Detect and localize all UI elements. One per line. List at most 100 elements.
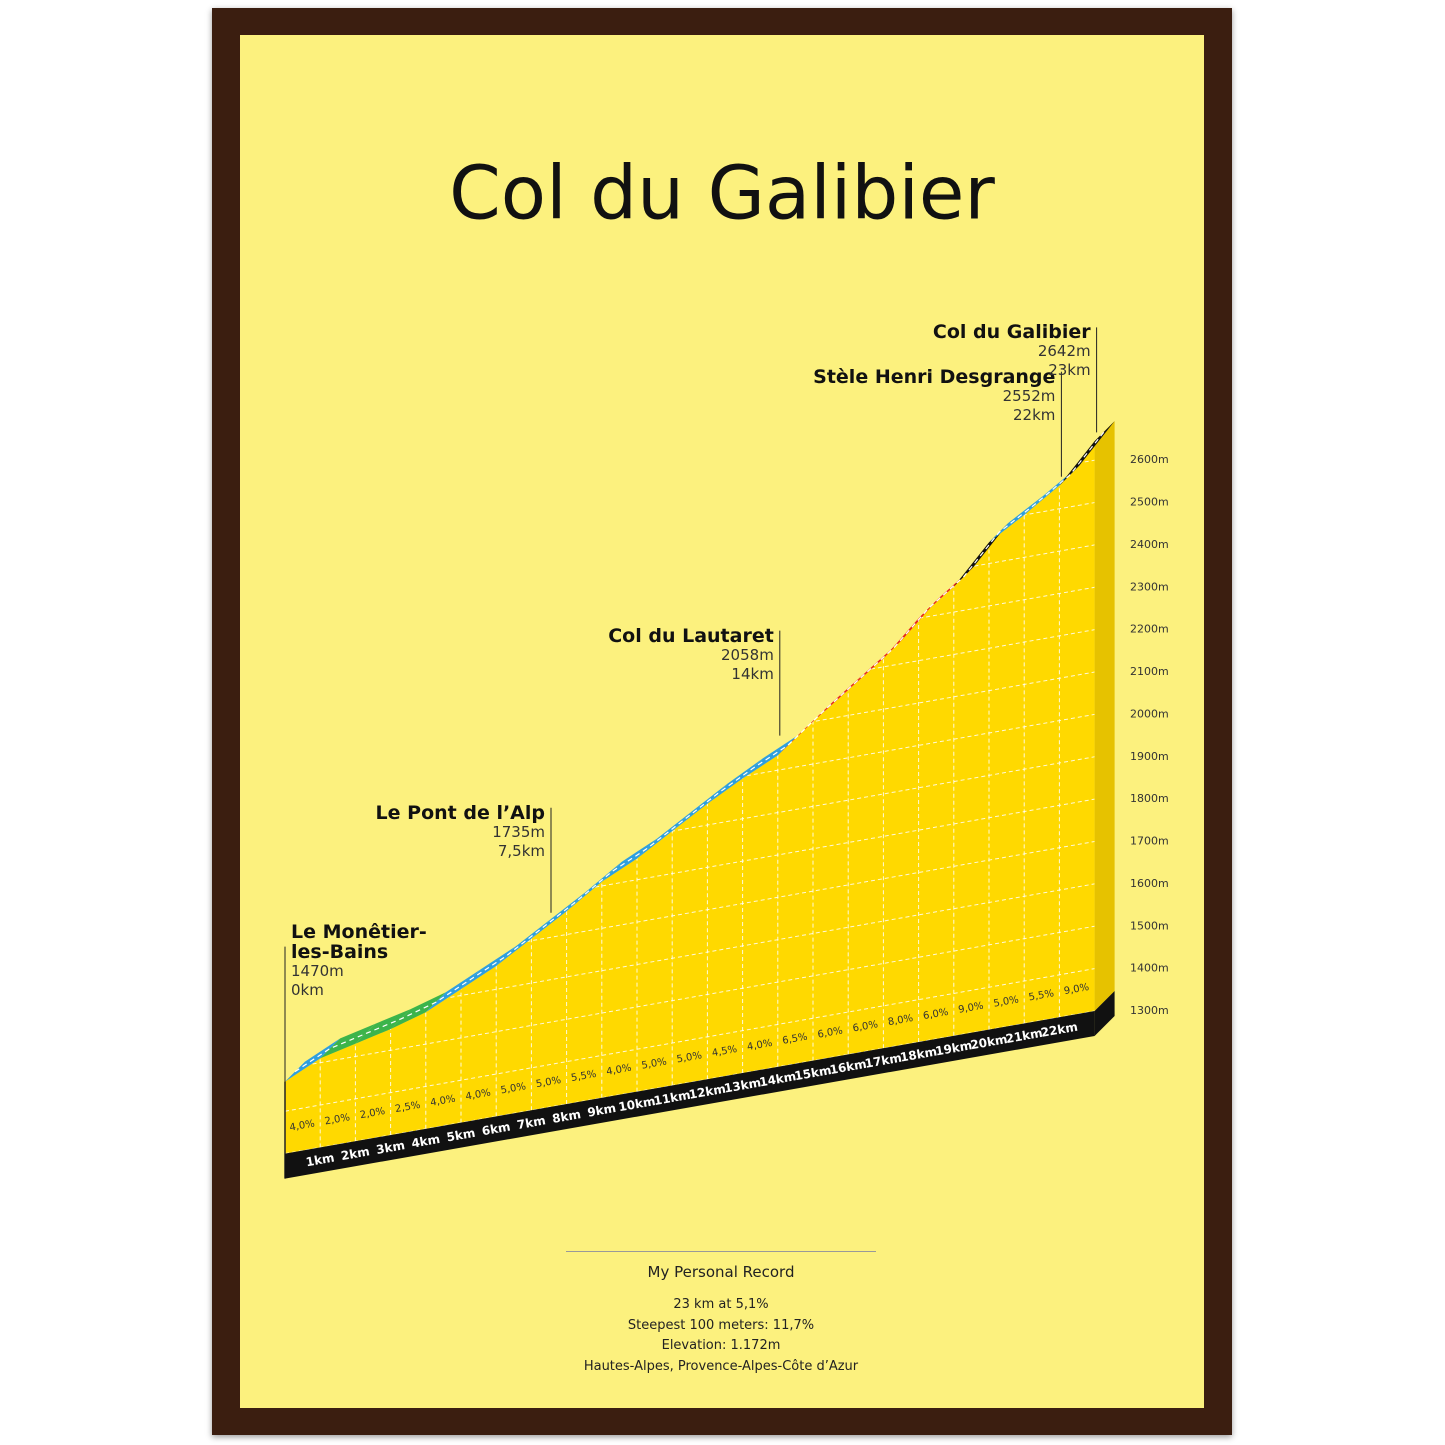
segment-face: [496, 938, 532, 1117]
annotation: Stèle Henri Desgrange 2552m 22km: [813, 367, 1055, 425]
gradient-label: 5,0%: [676, 1050, 703, 1065]
x-tick-label: 15km: [793, 1063, 832, 1083]
annotation-elevation: 2552m: [1002, 386, 1056, 405]
annotation-km: 23km: [1048, 361, 1091, 380]
x-tick-label: 3km: [375, 1138, 406, 1157]
base-top: [1094, 991, 1115, 1036]
segment-band: [989, 494, 1045, 543]
annotation-name: Le Pont de l’Alp: [375, 801, 545, 824]
x-tick-label: 4km: [410, 1132, 441, 1151]
x-tick-label: 6km: [481, 1120, 512, 1139]
y-tick-label: 2000m: [1130, 707, 1169, 720]
annotation: Col du Lautaret 2058m 14km: [608, 626, 774, 684]
center-line: [294, 430, 1106, 1073]
x-tick-label: 22km: [1040, 1020, 1079, 1040]
base-strip: [285, 1011, 1095, 1179]
segment-face: [601, 858, 637, 1098]
segment-band: [742, 735, 798, 779]
x-tick-label: 11km: [653, 1088, 692, 1108]
y-tick-label: 1400m: [1130, 962, 1169, 975]
x-tick-label: 14km: [758, 1069, 797, 1089]
segment-face: [953, 542, 989, 1036]
annotation-name: Col du Lautaret: [608, 624, 774, 647]
annotation-km: 22km: [1013, 405, 1056, 424]
x-tick-label: 8km: [551, 1107, 582, 1126]
segment-face: [320, 1043, 356, 1148]
gradient-label: 6,5%: [782, 1032, 809, 1047]
footer-line: 23 km at 5,1%: [673, 1297, 769, 1312]
footer-heading: My Personal Record: [647, 1263, 795, 1281]
annotation-elevation: 2058m: [721, 645, 774, 664]
y-tick-label: 1500m: [1130, 919, 1169, 932]
annotation-name: Le Monêtier-les-Bains: [291, 920, 427, 963]
segment-face: [672, 803, 708, 1086]
segment-band: [320, 1023, 376, 1059]
annotation: Le Monêtier-les-Bains 1470m 0km: [291, 922, 431, 1000]
segment-face: [461, 965, 497, 1123]
segment-face: [1024, 485, 1060, 1024]
x-tick-label: 18km: [899, 1044, 938, 1064]
segment-band: [672, 783, 728, 832]
y-tick-label: 1900m: [1130, 750, 1169, 763]
gradient-label: 5,5%: [1028, 988, 1055, 1003]
gradient-label: 4,0%: [430, 1094, 457, 1109]
x-tick-label: 10km: [617, 1094, 656, 1114]
y-tick-label: 1700m: [1130, 835, 1169, 848]
segment-face: [355, 1029, 391, 1142]
annotation-name: Stèle Henri Desgrange: [813, 365, 1056, 388]
x-tick-label: 20km: [969, 1032, 1008, 1052]
gradient-label: 5,0%: [535, 1075, 562, 1090]
y-tick-label: 1800m: [1130, 792, 1169, 805]
gradient-label: 4,0%: [606, 1063, 633, 1078]
y-tick-label: 2100m: [1130, 665, 1169, 678]
gradient-label: 9,0%: [1063, 982, 1090, 997]
gradient-label: 5,5%: [570, 1069, 597, 1084]
segment-band: [425, 969, 481, 1013]
x-tick-label: 1km: [305, 1151, 336, 1170]
segment-face: [285, 1058, 321, 1154]
segment-face: [425, 989, 461, 1129]
segment-face: [637, 831, 673, 1092]
y-tick-label: 2500m: [1130, 496, 1169, 509]
segment-band: [1059, 421, 1115, 486]
gradient-label: 5,0%: [500, 1081, 527, 1096]
segment-band: [707, 758, 763, 804]
annotation-elevation: 1735m: [492, 822, 545, 841]
gradient-label: 4,0%: [289, 1118, 316, 1133]
footer-line: Hautes-Alpes, Provence-Alpes-Côte d’Azur: [583, 1358, 859, 1374]
footer: My Personal Record 23 km at 5,1% Steepest…: [566, 1251, 876, 1377]
gradient-label: 2,0%: [359, 1106, 386, 1121]
chart-title: Col du Galibier: [449, 151, 995, 237]
x-tick-label: 21km: [1005, 1026, 1044, 1046]
segment-face: [531, 911, 567, 1111]
gradient-label: 5,0%: [993, 994, 1020, 1009]
x-tick-label: 17km: [864, 1051, 903, 1071]
y-tick-label: 1300m: [1130, 1004, 1169, 1017]
gradient-label: 4,0%: [465, 1087, 492, 1102]
x-tick-label: 16km: [829, 1057, 868, 1077]
x-tick-label: 13km: [723, 1075, 762, 1095]
annotation-km: 0km: [291, 980, 324, 999]
side-face: [1094, 421, 1115, 1011]
y-tick-label: 2600m: [1130, 453, 1169, 466]
annotation-name: Col du Galibier: [932, 321, 1091, 344]
gradient-label: 2,0%: [324, 1112, 351, 1127]
annotation-km: 7,5km: [497, 841, 545, 860]
y-tick-label: 2300m: [1130, 580, 1169, 593]
x-tick-label: 7km: [516, 1113, 547, 1132]
gradient-label: 8,0%: [887, 1013, 914, 1028]
x-tick-label: 2km: [340, 1144, 371, 1163]
segment-face: [813, 690, 849, 1061]
gradient-label: 6,0%: [852, 1019, 879, 1034]
gradient-label: 6,0%: [817, 1025, 844, 1040]
annotation-elevation: 1470m: [291, 961, 344, 980]
x-tick-label: 5km: [445, 1126, 476, 1145]
gradient-label: 6,0%: [922, 1007, 949, 1022]
annotation: Col du Galibier 2642m 23km: [933, 322, 1091, 380]
annotation-km: 14km: [731, 664, 774, 683]
y-tick-label: 2400m: [1130, 538, 1169, 551]
footer-line: Steepest 100 meters: 11,7%: [627, 1317, 815, 1333]
gradient-label: 4,5%: [711, 1044, 738, 1059]
x-tick-label: 9km: [586, 1101, 617, 1120]
